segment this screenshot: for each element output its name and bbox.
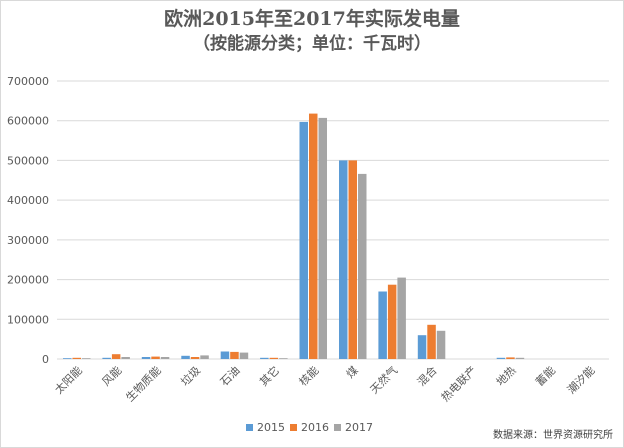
y-tick-label: 300000 (7, 234, 49, 247)
x-tick-label: 潮汐能 (564, 363, 597, 396)
bar-2015 (378, 291, 387, 359)
y-tick-label: 200000 (7, 274, 49, 287)
bar-2015 (220, 351, 230, 359)
x-tick-label: 天然气 (367, 363, 400, 396)
bar-2017 (397, 277, 406, 359)
bar-2015 (141, 357, 151, 359)
x-tick-label: 生物质能 (123, 363, 164, 404)
bar-2015 (339, 160, 348, 359)
bar-2017 (279, 358, 288, 359)
x-tick-label: 热电联产 (438, 363, 479, 404)
bar-2016 (111, 354, 121, 359)
legend-swatch-2016 (290, 424, 297, 431)
x-tick-label: 石油 (217, 363, 242, 388)
bar-2016 (230, 351, 239, 359)
x-tick-label: 核能 (296, 363, 321, 388)
bar-2017 (318, 117, 327, 360)
y-tick-label: 400000 (7, 194, 49, 207)
legend-label-2016: 2016 (301, 421, 329, 434)
y-tick-label: 700000 (7, 75, 49, 88)
y-tick-label: 600000 (7, 115, 49, 128)
y-tick-label: 100000 (7, 313, 49, 326)
bar-2015 (417, 335, 427, 359)
bar-2015 (102, 357, 111, 359)
bar-2017 (515, 357, 525, 359)
bar-2016 (151, 356, 160, 359)
y-tick-label: 500000 (7, 154, 49, 167)
bar-2016 (72, 357, 81, 359)
bar-2016 (506, 357, 515, 359)
bar-2016 (190, 357, 200, 359)
x-tick-label: 其它 (257, 363, 282, 388)
bar-2016 (269, 357, 279, 359)
legend-label-2017: 2017 (345, 421, 373, 434)
x-tick-label: 地热 (494, 364, 519, 389)
bar-2017 (121, 357, 130, 359)
bar-2017 (200, 355, 209, 359)
x-tick-label: 垃圾 (178, 363, 203, 388)
legend-label-2015: 2015 (257, 421, 285, 434)
x-tick-label: 蓄能 (533, 363, 558, 388)
legend-swatch-2015 (246, 424, 253, 431)
bar-2015 (260, 357, 269, 359)
bar-2015 (496, 357, 506, 359)
x-tick-label: 混合 (414, 363, 439, 388)
bar-2017 (358, 173, 367, 359)
bar-2017 (239, 352, 249, 359)
bar-2016 (427, 324, 436, 359)
x-tick-label: 太阳能 (52, 363, 85, 396)
bar-2015 (63, 358, 72, 359)
bar-2015 (181, 355, 190, 359)
bar-2017 (82, 358, 91, 359)
chart-title: 欧洲2015年至2017年实际发电量 （按能源分类；单位：千瓦时） (1, 7, 623, 57)
bar-2017 (436, 330, 446, 359)
source-note: 数据来源：世界资源研究所 (493, 430, 613, 441)
bar-2015 (299, 121, 308, 360)
legend-swatch-2017 (334, 424, 341, 431)
chart-title-line: 欧洲2015年至2017年实际发电量 (164, 8, 460, 30)
y-tick-label: 0 (42, 353, 49, 366)
bar-2016 (309, 113, 318, 359)
x-tick-label: 风能 (99, 363, 124, 388)
bar-2016 (348, 160, 357, 359)
bar-2017 (160, 357, 170, 359)
bar-2016 (387, 284, 397, 359)
chart-subtitle: （按能源分类；单位：千瓦时） (193, 34, 431, 54)
x-tick-label: 煤 (344, 364, 361, 381)
